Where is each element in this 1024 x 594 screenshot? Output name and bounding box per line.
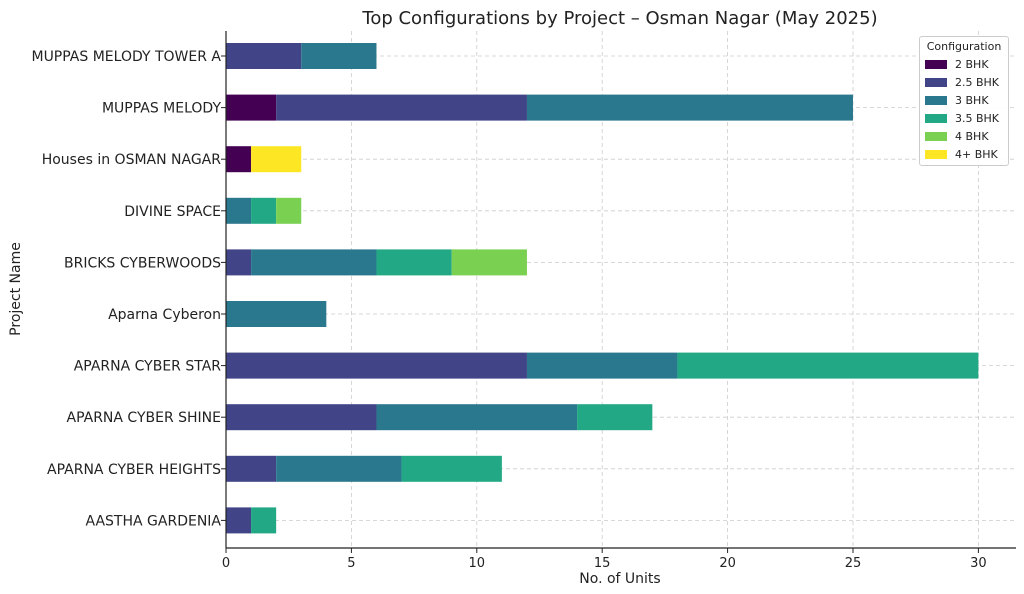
y-tick-label: APARNA CYBER SHINE <box>67 410 222 426</box>
legend-label: 2 BHK <box>955 57 989 71</box>
bar-segment <box>226 455 277 482</box>
bar-segment <box>376 404 578 431</box>
y-tick-label: BRICKS CYBERWOODS <box>64 255 221 271</box>
legend-item: 3.5 BHK <box>925 111 999 125</box>
bar-segment <box>577 404 653 431</box>
y-tick-label: DIVINE SPACE <box>124 204 221 220</box>
x-tick-label: 10 <box>469 556 486 571</box>
x-tick-label: 15 <box>594 556 611 571</box>
bar-segment <box>251 197 277 224</box>
y-tick-label: AASTHA GARDENIA <box>86 513 222 529</box>
y-tick-label: MUPPAS MELODY <box>102 101 221 117</box>
bar-segment <box>526 94 853 121</box>
bar-segment <box>251 507 277 534</box>
legend-title: Configuration <box>926 40 1002 53</box>
legend-swatch <box>925 95 947 105</box>
bar-segment <box>226 301 327 327</box>
y-axis-label: Project Name <box>8 242 24 336</box>
legend-item: 4 BHK <box>925 129 989 143</box>
bar-segment <box>276 197 302 224</box>
legend-swatch <box>925 113 947 123</box>
legend-item: 2 BHK <box>925 57 989 71</box>
bars <box>226 43 979 534</box>
bar-segment <box>301 43 377 69</box>
bar-segment <box>677 352 979 379</box>
x-tick-label: 25 <box>845 556 862 571</box>
y-tick-label: Houses in OSMAN NAGAR <box>42 152 222 168</box>
x-tick-label: 20 <box>719 556 736 571</box>
legend-label: 4+ BHK <box>955 147 998 161</box>
bar-segment <box>226 43 302 69</box>
legend-label: 4 BHK <box>955 129 989 143</box>
legend-label: 3.5 BHK <box>955 111 1000 125</box>
bar-segment <box>226 404 377 431</box>
legend-item: 2.5 BHK <box>925 75 999 89</box>
x-tick-label: 30 <box>970 556 987 571</box>
bar-segment <box>526 352 678 379</box>
bar-segment <box>401 455 502 482</box>
legend-label: 2.5 BHK <box>955 75 1000 89</box>
bar-segment <box>451 249 527 276</box>
legend-swatch <box>925 77 947 87</box>
bar-segment <box>251 249 377 276</box>
y-tick-label: APARNA CYBER STAR <box>74 359 222 375</box>
legend-item: 3 BHK <box>925 93 989 107</box>
bar-segment <box>276 94 527 121</box>
legend: Configuration 2 BHK 2.5 BHK 3 BHK 3.5 BHK 4 … <box>919 36 1009 166</box>
y-tick-label: APARNA CYBER HEIGHTS <box>47 462 221 478</box>
x-tick-label: 0 <box>222 556 230 571</box>
x-axis-label: No. of Units <box>579 571 660 587</box>
bar-segment <box>226 197 252 224</box>
chart-title: Top Configurations by Project – Osman Na… <box>361 8 877 29</box>
bar-segment <box>226 507 252 534</box>
bar-segment <box>226 352 527 379</box>
legend-swatch <box>925 131 947 141</box>
legend-item: 4+ BHK <box>925 147 998 161</box>
bar-segment <box>276 455 402 482</box>
y-tick-label: MUPPAS MELODY TOWER A <box>31 49 221 65</box>
legend-swatch <box>925 149 947 159</box>
bar-segment <box>251 146 302 173</box>
bar-segment <box>376 249 452 276</box>
bar-segment <box>226 146 252 173</box>
axes: 0 5 10 15 20 25 30 MUPPAS MELODY TOWER A MUPPAS … <box>31 31 1016 571</box>
legend-swatch <box>925 59 947 69</box>
y-tick-label: Aparna Cyberon <box>108 307 221 323</box>
bar-segment <box>226 249 252 276</box>
bar-segment <box>226 94 277 121</box>
x-tick-label: 5 <box>347 556 355 571</box>
legend-label: 3 BHK <box>955 93 989 107</box>
